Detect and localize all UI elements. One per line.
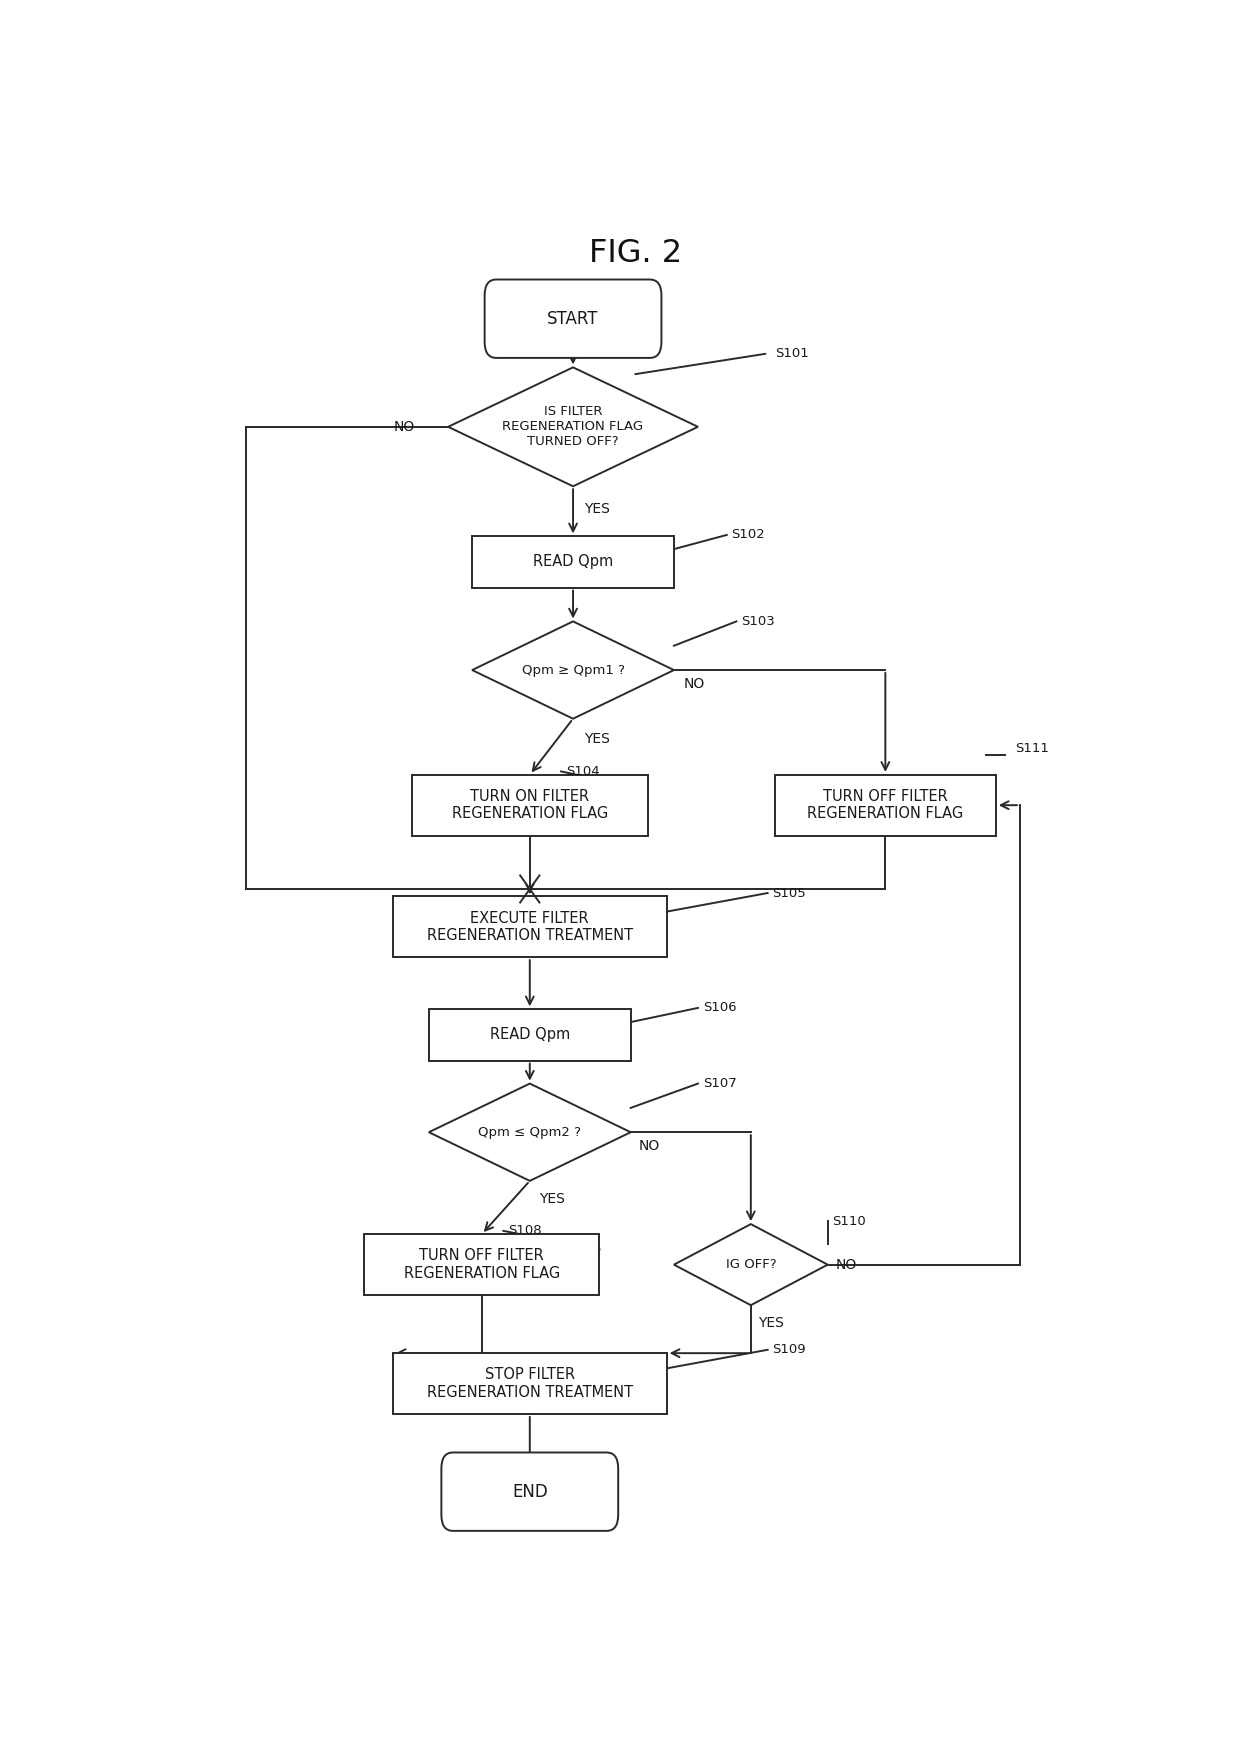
Text: TURN ON FILTER
REGENERATION FLAG: TURN ON FILTER REGENERATION FLAG <box>451 790 608 821</box>
Text: S109: S109 <box>773 1343 806 1357</box>
Text: S101: S101 <box>775 347 808 360</box>
Text: S104: S104 <box>565 765 599 777</box>
Text: START: START <box>547 309 599 328</box>
FancyBboxPatch shape <box>441 1453 619 1530</box>
Bar <box>775 774 996 835</box>
Bar <box>393 897 667 956</box>
Polygon shape <box>472 621 675 720</box>
Text: Qpm ≤ Qpm2 ?: Qpm ≤ Qpm2 ? <box>479 1125 582 1139</box>
Text: S108: S108 <box>508 1225 542 1237</box>
Text: S103: S103 <box>742 614 775 628</box>
Text: EXECUTE FILTER
REGENERATION TREATMENT: EXECUTE FILTER REGENERATION TREATMENT <box>427 911 632 942</box>
Text: S105: S105 <box>773 886 806 900</box>
FancyBboxPatch shape <box>485 279 661 358</box>
Text: S106: S106 <box>703 1002 737 1014</box>
Bar <box>429 1009 631 1060</box>
Text: END: END <box>512 1483 548 1501</box>
Text: S102: S102 <box>732 528 765 542</box>
Text: NO: NO <box>683 677 704 690</box>
Text: READ Qpm: READ Qpm <box>533 555 613 569</box>
Text: S110: S110 <box>832 1214 867 1228</box>
Text: IG OFF?: IG OFF? <box>725 1258 776 1271</box>
Text: NO: NO <box>393 419 414 433</box>
Text: YES: YES <box>584 732 610 746</box>
Text: S111: S111 <box>1016 742 1049 755</box>
Text: IS FILTER
REGENERATION FLAG
TURNED OFF?: IS FILTER REGENERATION FLAG TURNED OFF? <box>502 405 644 448</box>
Polygon shape <box>675 1225 828 1306</box>
Bar <box>393 1353 667 1415</box>
Text: READ Qpm: READ Qpm <box>490 1027 570 1042</box>
Text: YES: YES <box>539 1192 565 1206</box>
Text: FIG. 2: FIG. 2 <box>589 239 682 269</box>
Text: NO: NO <box>836 1258 857 1272</box>
Bar <box>472 537 675 588</box>
Polygon shape <box>448 367 698 486</box>
Bar <box>365 1234 599 1295</box>
Text: STOP FILTER
REGENERATION TREATMENT: STOP FILTER REGENERATION TREATMENT <box>427 1367 632 1400</box>
Text: NO: NO <box>639 1139 660 1153</box>
Text: YES: YES <box>584 502 610 516</box>
Text: TURN OFF FILTER
REGENERATION FLAG: TURN OFF FILTER REGENERATION FLAG <box>807 790 963 821</box>
Text: S107: S107 <box>703 1078 737 1090</box>
Text: TURN OFF FILTER
REGENERATION FLAG: TURN OFF FILTER REGENERATION FLAG <box>403 1248 560 1281</box>
Text: Qpm ≥ Qpm1 ?: Qpm ≥ Qpm1 ? <box>522 663 625 677</box>
Polygon shape <box>429 1083 631 1181</box>
Bar <box>412 774 647 835</box>
Text: YES: YES <box>759 1316 785 1330</box>
